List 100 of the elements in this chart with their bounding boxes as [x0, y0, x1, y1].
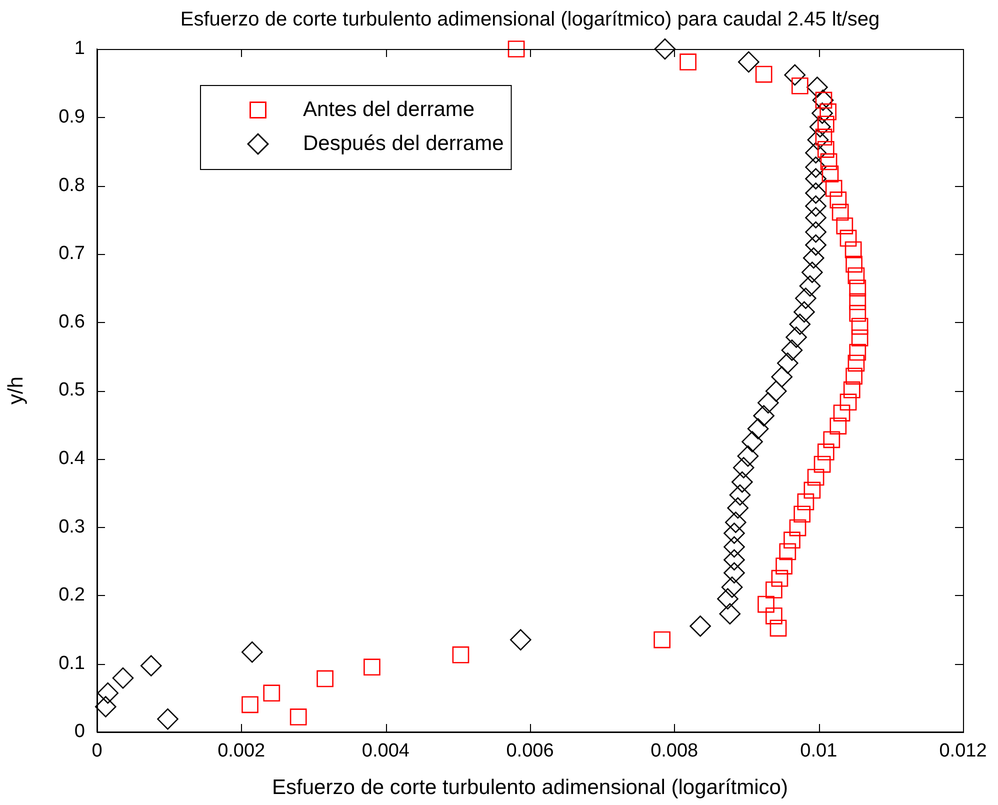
y-tick-label: 1 [74, 38, 85, 60]
point [724, 562, 745, 584]
y-tick-label: 0.2 [58, 584, 85, 606]
point [840, 230, 857, 247]
point [747, 418, 769, 440]
point [95, 696, 116, 718]
point [822, 166, 839, 182]
point [830, 418, 847, 434]
y-tick-label: 0 [74, 721, 85, 742]
point [452, 646, 470, 664]
x-tick-label: 0.002 [218, 740, 266, 762]
point [805, 234, 826, 256]
point [849, 304, 866, 322]
point [729, 484, 751, 506]
point [805, 156, 826, 178]
point [690, 615, 711, 637]
point [802, 247, 824, 269]
point [316, 670, 334, 688]
point [140, 655, 162, 676]
point [776, 558, 792, 574]
point [290, 708, 307, 726]
point [724, 522, 745, 544]
x-axis-title: Esfuerzo de corte turbulento adimensional (logarítmico) [272, 776, 788, 800]
point [732, 471, 753, 493]
point [814, 456, 831, 473]
point [721, 576, 743, 598]
x-tick-label: 0 [92, 740, 102, 762]
point [849, 344, 866, 361]
point [771, 570, 788, 587]
y-tick-label: 0.7 [58, 243, 85, 264]
point [771, 366, 793, 388]
point [654, 38, 676, 60]
point [830, 192, 847, 208]
point [794, 301, 815, 323]
point [848, 354, 865, 372]
point [836, 217, 854, 234]
point [817, 140, 834, 158]
point [805, 207, 826, 228]
point [758, 392, 779, 414]
point [797, 493, 814, 510]
point [805, 221, 826, 243]
point [725, 512, 746, 533]
point [732, 457, 754, 478]
point [805, 182, 826, 204]
point [817, 444, 834, 460]
point [742, 431, 763, 452]
x-tick-label: 0.01 [800, 740, 838, 762]
x-tick-label: 0.008 [650, 740, 698, 762]
point [765, 607, 782, 624]
y-tick-label: 0.8 [58, 174, 85, 196]
point [724, 549, 745, 571]
point [809, 116, 831, 138]
point [755, 66, 772, 83]
point [805, 142, 826, 164]
point [719, 603, 741, 624]
point [851, 329, 868, 346]
point [242, 641, 263, 663]
y-tick-label: 0.6 [58, 311, 85, 332]
point [840, 394, 857, 411]
point [833, 404, 850, 422]
point [753, 405, 774, 426]
point [784, 532, 800, 549]
point [789, 519, 806, 536]
point [508, 40, 525, 58]
point [680, 54, 696, 70]
point [799, 275, 821, 297]
point [510, 629, 532, 650]
point [849, 293, 866, 310]
point [812, 102, 833, 124]
point [364, 658, 380, 676]
point [779, 543, 796, 560]
point [157, 708, 178, 730]
point [784, 64, 806, 86]
y-tick-label: 0.9 [58, 106, 85, 128]
point [765, 582, 782, 598]
point [807, 468, 824, 486]
y-axis-title: y/h [4, 376, 28, 405]
point [806, 76, 828, 98]
point [807, 129, 829, 150]
point [844, 241, 862, 258]
legend-label: Después del derrame [303, 132, 504, 155]
point [758, 596, 774, 613]
point [848, 267, 865, 284]
point [846, 256, 862, 273]
point [846, 368, 862, 385]
point [724, 536, 745, 558]
point [805, 168, 826, 190]
point [794, 506, 810, 523]
point [738, 51, 760, 73]
point [851, 318, 868, 335]
y-tick-label: 0.5 [58, 380, 85, 401]
point [737, 445, 759, 467]
point [242, 696, 258, 714]
point [717, 588, 738, 610]
point [804, 482, 821, 499]
point [820, 153, 838, 170]
point [789, 314, 811, 335]
point [823, 431, 840, 448]
y-tick-label: 0.3 [58, 516, 85, 538]
point [843, 381, 860, 398]
